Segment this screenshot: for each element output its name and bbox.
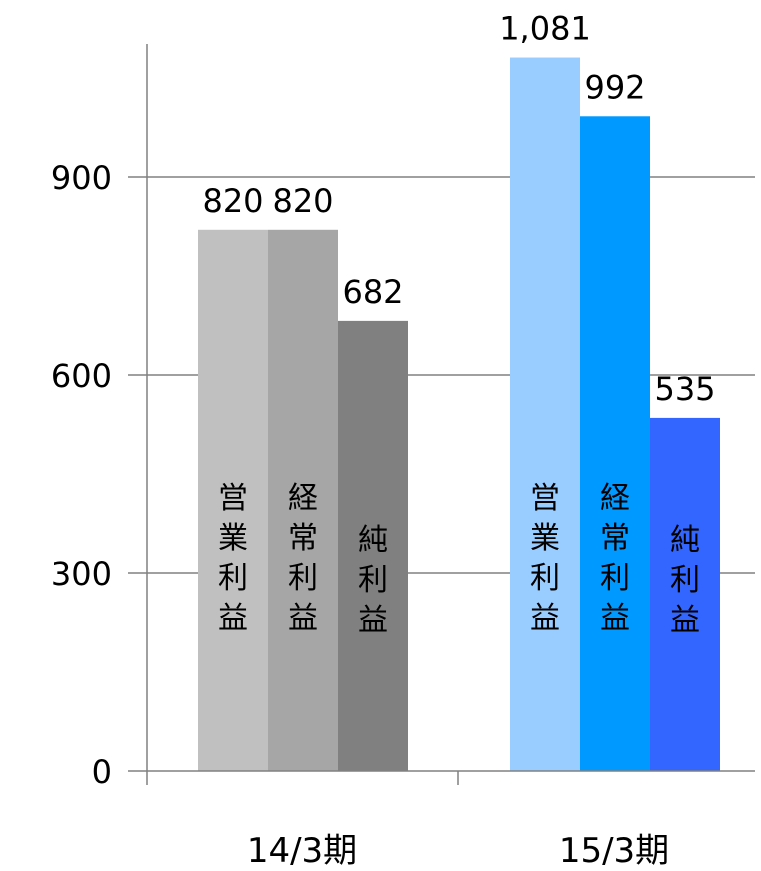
data-label: 992	[584, 68, 645, 106]
y-tick-label: 600	[51, 357, 112, 395]
y-tick-label: 0	[92, 753, 112, 791]
data-label: 820	[202, 182, 263, 220]
axes	[128, 44, 755, 785]
bar-series-label: 純利益	[670, 523, 700, 638]
category-labels: 14/3期 15/3期	[247, 831, 669, 871]
data-label: 682	[342, 273, 403, 311]
data-label: 820	[272, 182, 333, 220]
bar-series-labels: 営業利益 営業利益 経常利益 経常利益 純利益 純利益	[218, 481, 700, 638]
bar-series-label: 経常利益	[288, 481, 318, 636]
y-tick-label: 900	[51, 159, 112, 197]
bar	[510, 57, 580, 772]
bar	[198, 229, 268, 772]
bar-series-label: 営業利益	[530, 481, 560, 636]
bar-series-label: 経常利益	[600, 481, 630, 636]
category-label: 14/3期	[247, 831, 357, 871]
data-label: 1,081	[499, 10, 591, 48]
data-label: 535	[654, 370, 715, 408]
bar	[650, 417, 720, 771]
bar	[268, 229, 338, 772]
bar	[580, 116, 650, 771]
y-tick-label: 300	[51, 555, 112, 593]
bar-series-label: 営業利益	[218, 481, 248, 636]
bar	[338, 320, 408, 771]
bar-series-label: 純利益	[358, 523, 388, 638]
y-tick-labels: 0 300 600 900	[51, 159, 112, 791]
bars	[198, 57, 720, 772]
data-labels: 820 1,081 820 992 682 535	[202, 10, 715, 408]
category-label: 15/3期	[559, 831, 669, 871]
